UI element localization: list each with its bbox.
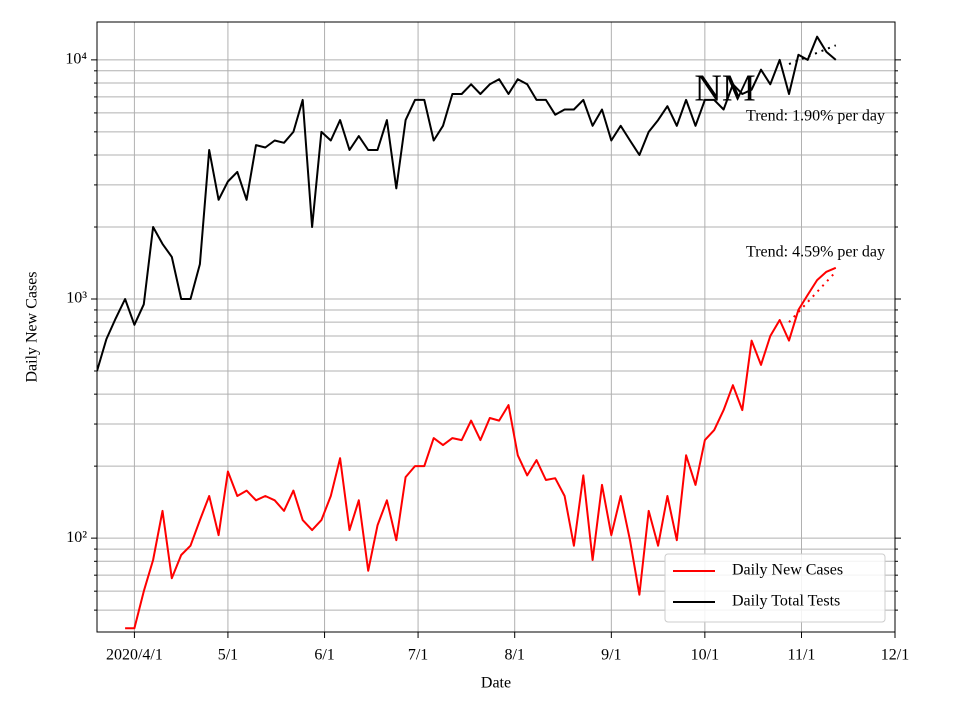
y-tick-label: 10³ [66,290,87,307]
legend-label: Daily New Cases [732,562,843,579]
state-label: NM [694,68,755,110]
trend-label: Trend: 4.59% per day [746,244,885,261]
series-line [125,266,837,630]
trend-label: Trend: 1.90% per day [746,108,885,125]
y-tick-label: 10² [66,529,87,546]
y-tick-label: 10⁴ [65,51,87,68]
legend-box [664,553,886,623]
x-tick-label: 12/1 [881,647,909,664]
legend: Daily New Cases Daily Total Tests [664,553,886,623]
series-line [97,35,837,372]
x-axis-label: Date [481,675,511,692]
x-tick-label: 7/1 [408,647,428,664]
x-tick-label: 10/1 [691,647,719,664]
y-axis-label: Daily New Cases [24,271,41,382]
x-tick-label: 8/1 [504,647,524,664]
legend-label: Daily Total Tests [732,593,840,610]
x-tick-label: 2020/4/1 [106,647,163,664]
x-tick-label: 6/1 [314,647,334,664]
trend-line [788,271,837,323]
x-tick-label: 11/1 [788,647,816,664]
axes-frame [96,21,896,633]
x-tick-label: 9/1 [601,647,621,664]
x-tick-label: 5/1 [218,647,238,664]
trend-line [788,44,837,66]
plot-lines [97,35,837,630]
